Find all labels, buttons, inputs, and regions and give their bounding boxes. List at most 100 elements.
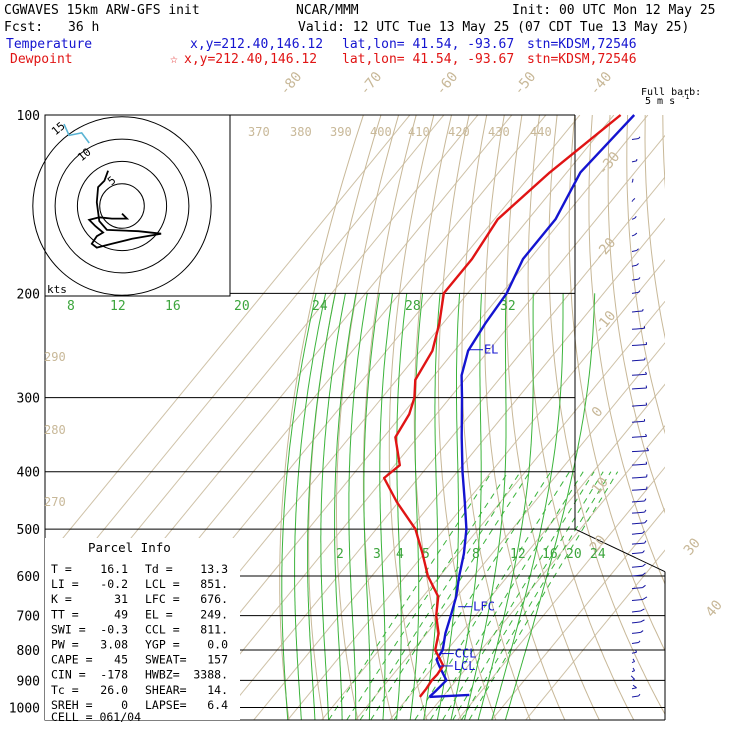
isotherm-label: -40 [587, 69, 616, 99]
mixing-ratio-line [468, 471, 619, 720]
pressure-label: 1000 [9, 701, 40, 716]
wind-barb-flag [645, 371, 648, 375]
moist-adiabat-line [363, 293, 380, 720]
parcel-info-label: YGP = [145, 638, 180, 652]
wind-barb-shaft [631, 404, 647, 407]
parcel-info-label: TT = [51, 607, 79, 621]
level-marker-label: CCL [455, 647, 477, 661]
mixing-ratio-label: 12 [110, 299, 126, 314]
dry-adiabat-line [438, 115, 497, 720]
parcel-info-label: LI = [51, 577, 79, 591]
hodograph-ring [32, 116, 212, 296]
wind-barb-shaft [631, 420, 645, 423]
theta-label: 290 [44, 350, 66, 364]
wind-barb-shaft [631, 552, 643, 555]
temperature-station: stn=KDSM,72546 [527, 37, 637, 52]
moist-adiabat-line [379, 293, 393, 720]
dry-adiabat-line [279, 115, 364, 720]
parcel-info-label: SWEAT= [145, 653, 187, 667]
isotherm-line [219, 176, 665, 720]
isotherm-line [287, 259, 665, 720]
hodograph-upper-trace [63, 123, 90, 144]
isotherm-label: -60 [433, 69, 462, 99]
wind-barb-shaft [631, 488, 647, 491]
mixing-ratio-line [328, 471, 493, 720]
isotherm-label: -70 [357, 69, 386, 99]
theta-label: 410 [408, 125, 430, 139]
moist-adiabat-line [450, 293, 482, 720]
parcel-info-value: 249. [200, 607, 228, 621]
wind-barb-flag [642, 584, 646, 588]
parcel-info-value: -0.2 [100, 577, 128, 591]
wind-barb-shaft [631, 344, 647, 347]
wind-barb-shaft [631, 500, 645, 503]
wind-barb-flag [642, 563, 646, 567]
pressure-axis-labels: 100 200 300 400 500 600 700 800 900 1000 [9, 109, 40, 716]
wind-barb-shaft [631, 250, 637, 253]
mixing-ratio-label: 24 [590, 547, 606, 562]
moist-adiabat-line [307, 293, 336, 720]
wind-barb-shaft [631, 587, 643, 590]
barb-legend-exponent: -1 [681, 93, 689, 101]
pressure-label: 100 [17, 109, 40, 124]
wind-barb-shaft [631, 450, 649, 453]
theta-label: 420 [448, 125, 470, 139]
pressure-label: 500 [17, 523, 40, 538]
isotherm-label: -50 [511, 69, 540, 99]
wind-barb-shaft [631, 264, 637, 267]
wind-barb-shaft [631, 565, 643, 568]
wind-barb-shaft [631, 532, 643, 535]
pressure-label: 800 [17, 644, 40, 659]
pressure-label: 600 [17, 570, 40, 585]
dewpoint-latlon: lat,lon= 41.54, -93.67 [342, 52, 514, 67]
hodograph-frame [44, 114, 231, 297]
dry-adiabat-line [527, 115, 635, 720]
parcel-info-value: 31 [114, 592, 128, 606]
parcel-info-value: 49 [114, 607, 128, 621]
mixing-ratio-labels: 8 12 16 20 24 28 32 2 3 4 5 8 12 16 20 24 [67, 299, 606, 562]
wind-barb-shaft [631, 181, 634, 183]
sounding-profiles [382, 114, 636, 699]
isotherm-label: -80 [277, 69, 306, 99]
dry-adiabat-line [308, 115, 382, 720]
model-title: CGWAVES 15km ARW-GFS init [4, 3, 200, 18]
theta-label: 280 [44, 423, 66, 437]
parcel-info-rows: T = 16.1 Td = 13.3 LI = -0.2 LCL = 851. K = 31 LFC… [51, 562, 228, 712]
mixing-ratio-label: 12 [510, 547, 526, 562]
dry-adiabat-line [733, 115, 740, 720]
parcel-info-label: LFC = [145, 592, 180, 606]
mixing-ratio-line [359, 471, 521, 720]
wind-barb-flag [638, 640, 641, 643]
parcel-info-cell: CELL = 061/04 [51, 710, 141, 724]
wind-barb-flag [635, 649, 638, 653]
parcel-info-label: K = [51, 592, 72, 606]
dry-adiabat-line [362, 115, 417, 720]
parcel-info-label: SREH = [51, 698, 93, 712]
dry-adiabat-line [680, 115, 740, 720]
parcel-info-label: SWI = [51, 622, 86, 636]
hodograph-ring [54, 138, 190, 274]
moist-adiabat-line [348, 293, 368, 720]
wind-barb-flag [644, 509, 647, 513]
parcel-info-value: 45 [114, 653, 128, 667]
pressure-label: 200 [17, 287, 40, 302]
dry-adiabat-line [644, 115, 665, 340]
wind-barb-shaft [631, 138, 639, 141]
mixing-ratio-label: 20 [566, 547, 582, 562]
wind-barb-shaft [631, 511, 645, 514]
mixing-ratio-label: 8 [67, 299, 75, 314]
wind-barb-flag [640, 608, 645, 612]
dry-adiabat-line [588, 115, 665, 586]
hodograph-trace [87, 170, 162, 249]
wind-barb-flag [644, 519, 648, 524]
moist-adiabat-line [281, 293, 317, 720]
wind-barb-shaft [631, 542, 645, 545]
moist-adiabat-line [294, 293, 327, 720]
wind-barb-shaft [631, 327, 645, 330]
hodograph-ring [76, 160, 168, 252]
wind-barb-flag [636, 248, 639, 251]
wind-barb-flag [642, 550, 645, 553]
init-time: Init: 00 UTC Mon 12 May 25 [512, 3, 716, 18]
temperature-xy: x,y=212.40,146.12 [190, 37, 323, 52]
wind-barb-flag [642, 596, 648, 600]
